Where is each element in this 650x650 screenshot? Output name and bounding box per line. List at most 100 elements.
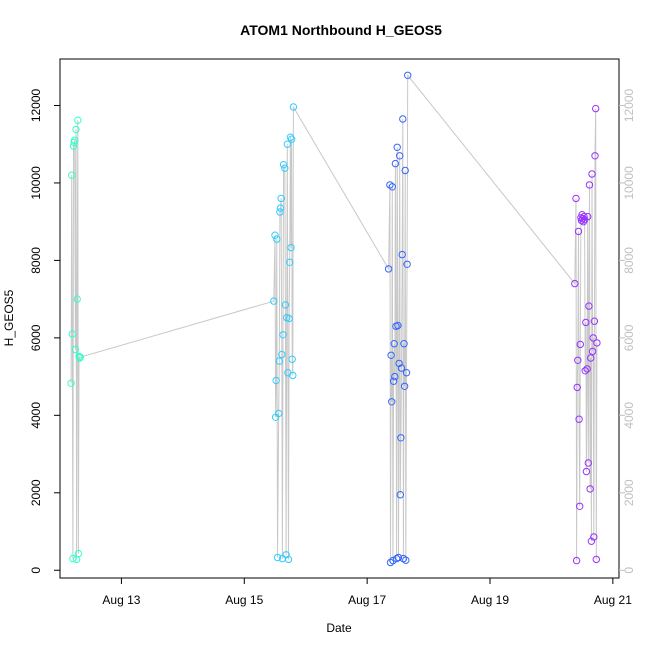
data-point bbox=[573, 383, 581, 392]
data-point bbox=[277, 194, 285, 203]
y-tick-label-left: 4000 bbox=[29, 402, 43, 429]
data-point bbox=[74, 116, 82, 124]
data-point bbox=[591, 152, 599, 160]
data-point bbox=[586, 485, 594, 493]
data-point bbox=[72, 125, 80, 134]
data-point bbox=[394, 553, 403, 562]
y-tick-label-left: 8000 bbox=[29, 247, 43, 274]
data-point bbox=[289, 371, 297, 380]
y-tick-label-right: 12000 bbox=[622, 88, 636, 122]
data-point bbox=[399, 115, 407, 123]
data-point bbox=[580, 212, 588, 221]
data-point bbox=[76, 354, 84, 362]
data-point bbox=[572, 556, 581, 565]
data-point bbox=[572, 194, 580, 203]
y-tick-label-right: 2000 bbox=[622, 479, 636, 506]
data-point bbox=[582, 318, 590, 327]
data-point bbox=[590, 317, 599, 325]
data-point bbox=[404, 71, 412, 80]
data-point bbox=[284, 555, 293, 564]
data-point bbox=[587, 537, 596, 545]
y-tick-label-left: 2000 bbox=[29, 479, 43, 506]
data-point bbox=[400, 340, 408, 348]
data-point bbox=[403, 260, 411, 268]
x-tick-label: Aug 19 bbox=[471, 593, 509, 607]
data-point bbox=[401, 166, 409, 175]
data-point bbox=[73, 295, 81, 303]
data-point bbox=[281, 164, 289, 172]
data-point bbox=[67, 379, 75, 387]
data-point bbox=[592, 555, 600, 564]
data-point bbox=[278, 350, 286, 359]
data-point bbox=[386, 558, 395, 567]
data-point bbox=[391, 159, 400, 168]
y-tick-label-left: 6000 bbox=[29, 324, 43, 351]
data-point bbox=[584, 459, 592, 467]
data-point bbox=[286, 258, 294, 266]
data-point bbox=[393, 143, 401, 152]
data-point bbox=[402, 369, 411, 377]
data-point bbox=[574, 227, 583, 236]
y-tick-label-right: 10000 bbox=[622, 166, 636, 200]
data-point bbox=[71, 345, 80, 354]
data-point bbox=[282, 551, 290, 559]
data-point bbox=[285, 314, 293, 323]
data-point bbox=[390, 340, 398, 348]
plot-area: Aug 13 Aug 15 Aug 17 Aug 19 Aug 21 0 2000 4000 6… bbox=[29, 58, 636, 607]
data-point bbox=[576, 340, 584, 349]
data-point bbox=[588, 347, 597, 356]
data-point bbox=[389, 556, 397, 565]
data-point bbox=[581, 367, 589, 375]
chart-title: ATOM1 Northbound H_GEOS5 bbox=[240, 22, 442, 38]
series-connecting-line bbox=[70, 73, 598, 563]
data-point bbox=[579, 218, 588, 226]
data-point bbox=[74, 549, 83, 558]
data-point bbox=[283, 140, 291, 148]
data-point bbox=[577, 216, 586, 225]
data-point bbox=[289, 103, 298, 111]
data-point bbox=[69, 554, 77, 563]
data-point bbox=[272, 376, 280, 385]
plot-frame bbox=[59, 58, 620, 579]
x-tick-label: Aug 15 bbox=[225, 593, 263, 607]
x-tick-label: Aug 13 bbox=[102, 593, 140, 607]
data-point bbox=[281, 301, 290, 309]
data-point bbox=[68, 330, 77, 338]
data-point bbox=[574, 356, 582, 364]
data-point bbox=[71, 136, 79, 145]
data-point bbox=[400, 382, 409, 390]
data-point bbox=[279, 161, 288, 169]
data-point bbox=[588, 170, 596, 178]
data-point bbox=[273, 235, 281, 243]
y-tick-label-left: 10000 bbox=[29, 166, 43, 200]
data-point bbox=[397, 434, 405, 442]
y-tick-label-right: 8000 bbox=[622, 247, 636, 274]
data-point bbox=[68, 171, 76, 179]
data-point bbox=[275, 409, 283, 418]
data-point bbox=[388, 183, 396, 191]
y-tick-label-left: 12000 bbox=[29, 88, 43, 122]
y-tick-label-right: 6000 bbox=[622, 324, 636, 351]
data-point bbox=[270, 297, 278, 305]
data-point bbox=[593, 339, 601, 347]
y-tick-label-right: 0 bbox=[622, 567, 636, 574]
data-point bbox=[384, 265, 393, 273]
data-point bbox=[398, 250, 406, 259]
y-tick-label-right: 4000 bbox=[622, 402, 636, 429]
data-point bbox=[592, 104, 600, 113]
data-point bbox=[396, 152, 404, 160]
y-axis-label: H_GEOS5 bbox=[2, 289, 16, 346]
data-point bbox=[391, 372, 399, 381]
data-point bbox=[271, 231, 279, 239]
data-point bbox=[394, 321, 402, 330]
data-point bbox=[571, 279, 579, 288]
data-point bbox=[388, 398, 396, 406]
data-point bbox=[275, 357, 283, 365]
data-point bbox=[276, 204, 285, 212]
x-axis-label: Date bbox=[326, 621, 352, 635]
data-point bbox=[276, 208, 284, 216]
data-point bbox=[76, 353, 85, 361]
data-point bbox=[389, 377, 398, 385]
